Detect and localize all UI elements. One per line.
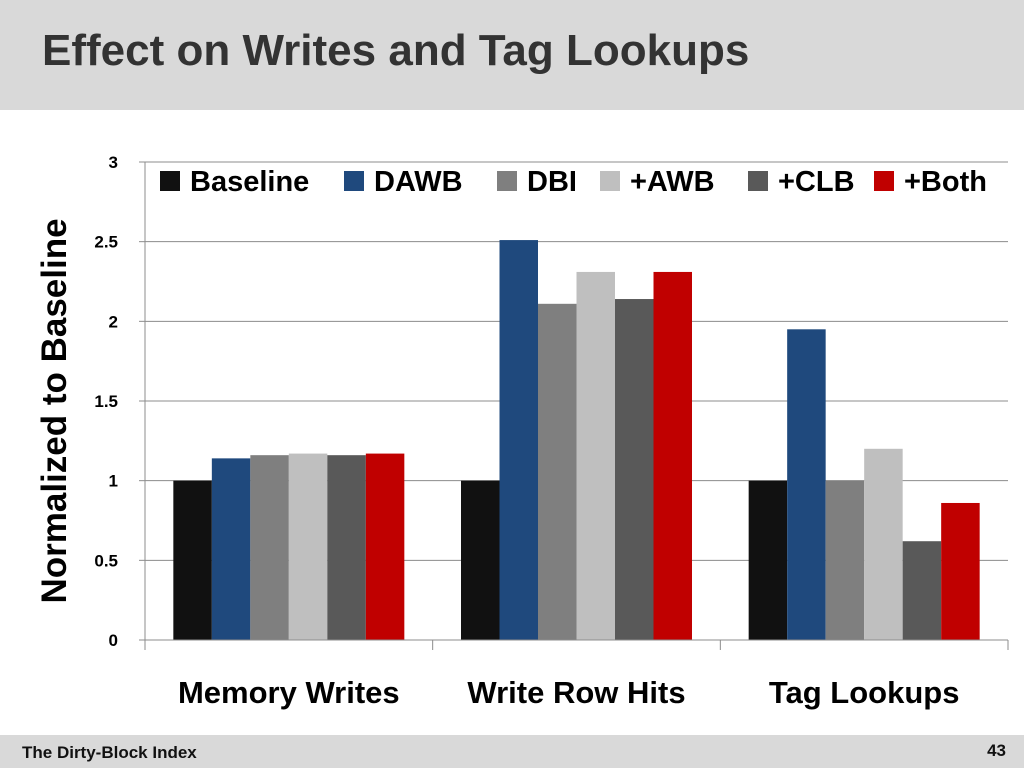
footer-title: The Dirty-Block Index <box>22 743 197 762</box>
y-tick-label: 1 <box>109 472 118 491</box>
bar-awb-1 <box>288 453 328 640</box>
footer-band <box>0 735 1024 768</box>
legend-label: DAWB <box>374 166 463 198</box>
legend-swatch <box>497 171 517 191</box>
legend-swatch <box>748 171 768 191</box>
bar-both-1 <box>365 453 405 640</box>
bar-awb-3 <box>864 448 903 640</box>
axes: 0 0.5 1 1.5 2 2.5 3 Memory Writes Write Row Hits… <box>35 153 1009 710</box>
legend-swatch <box>874 171 894 191</box>
bar-chart: 0 0.5 1 1.5 2 2.5 3 Memory Writes Write Row Hits… <box>35 153 1009 710</box>
bar-dawb-2 <box>499 240 538 640</box>
bar-baseline-1 <box>173 480 212 640</box>
bar-clb-3 <box>902 541 942 640</box>
bar-both-2 <box>653 271 692 640</box>
y-tick-label: 2 <box>109 312 118 331</box>
bar-dbi-1 <box>250 455 289 640</box>
bar-clb-1 <box>327 455 366 640</box>
x-category-label: Write Row Hits <box>467 675 685 710</box>
x-category-label: Memory Writes <box>178 675 400 710</box>
legend-swatch <box>344 171 364 191</box>
bars <box>173 240 980 640</box>
bar-dawb-3 <box>787 329 826 640</box>
y-tick-label: 3 <box>109 153 118 172</box>
y-tick-label: 0 <box>109 631 118 650</box>
legend-label: +AWB <box>630 166 715 198</box>
title-band <box>0 0 1024 110</box>
x-category-label: Tag Lookups <box>769 675 960 710</box>
slide-title: Effect on Writes and Tag Lookups <box>42 26 750 75</box>
y-tick-label: 2.5 <box>94 233 118 252</box>
bar-baseline-2 <box>461 480 500 640</box>
y-axis-label: Normalized to Baseline <box>35 218 74 603</box>
legend-swatch <box>600 171 620 191</box>
legend-label: DBI <box>527 166 577 198</box>
bar-both-3 <box>941 502 980 640</box>
bar-dbi-3 <box>825 480 865 640</box>
bar-awb-2 <box>576 271 615 640</box>
legend-label: +CLB <box>778 166 855 198</box>
y-tick-label: 0.5 <box>94 551 118 570</box>
legend: Baseline DAWB DBI +AWB +CLB +Both <box>160 166 987 198</box>
legend-swatch <box>160 171 180 191</box>
legend-label: +Both <box>904 166 987 198</box>
page-number: 43 <box>987 741 1006 760</box>
bar-baseline-3 <box>748 480 788 640</box>
bar-dawb-1 <box>211 458 251 640</box>
legend-label: Baseline <box>190 166 309 198</box>
y-tick-label: 1.5 <box>94 392 118 411</box>
bar-clb-2 <box>615 299 654 640</box>
bar-dbi-2 <box>538 303 577 640</box>
